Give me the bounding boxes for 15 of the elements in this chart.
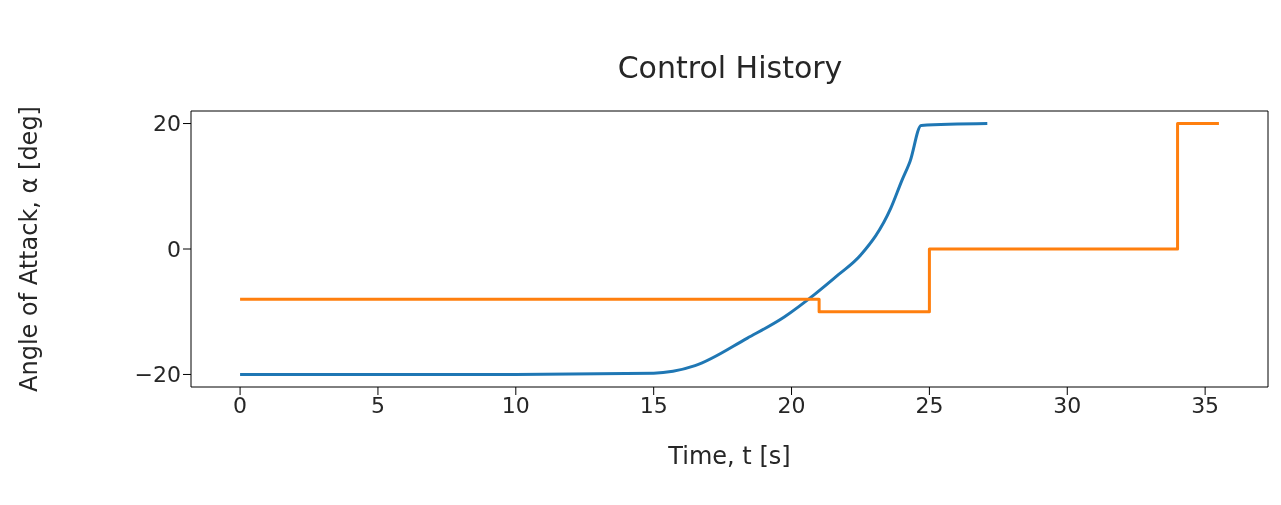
x-tick-label: 0 <box>233 392 248 418</box>
chart-title: Control History <box>616 50 844 85</box>
y-axis-title: Angle of Attack, α [deg] <box>14 106 43 392</box>
y-tick-label: 20 <box>153 111 181 137</box>
y-tick-label: 0 <box>167 236 181 262</box>
x-tick-label: 10 <box>501 392 530 418</box>
x-tick-label: 25 <box>915 392 944 418</box>
x-tick-label: 35 <box>1191 392 1220 418</box>
x-tick-label: 5 <box>370 392 385 418</box>
x-tick-label: 20 <box>777 392 806 418</box>
x-axis-title: Time, t [s] <box>667 442 791 471</box>
x-tick-label: 30 <box>1053 392 1082 418</box>
line-series <box>238 122 989 376</box>
x-tick-label: 15 <box>639 392 668 418</box>
y-tick-label: −20 <box>134 362 181 388</box>
